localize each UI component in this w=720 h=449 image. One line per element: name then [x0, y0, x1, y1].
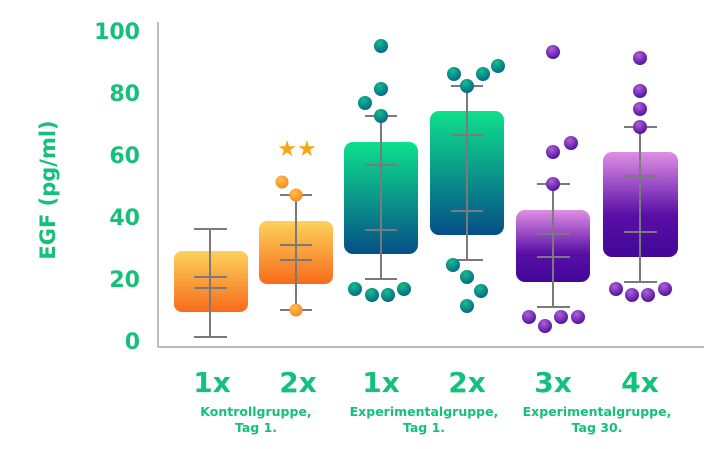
- y-tick-60: 60: [109, 144, 140, 169]
- box-experimental-tag1-2x: [430, 59, 505, 313]
- group-label-kontroll-line1: Kontrollgruppe,: [200, 404, 311, 419]
- x-group-labels: Kontrollgruppe, Tag 1. Experimentalgrupp…: [200, 404, 671, 435]
- y-tick-80: 80: [109, 82, 140, 107]
- box-experimental-tag30-4x: [603, 51, 678, 302]
- group-label-exp-tag1-line1: Experimentalgruppe,: [350, 404, 499, 419]
- significance-stars: ★★: [277, 137, 316, 162]
- x-label-exp-tag1-2x: 2x: [448, 366, 486, 399]
- box-experimental-tag30-3x: [516, 45, 590, 333]
- group-label-exp-tag30-line2: Tag 30.: [572, 420, 623, 435]
- x-label-exp-tag1-1x: 1x: [362, 366, 400, 399]
- group-label-exp-tag30-line1: Experimentalgruppe,: [523, 404, 672, 419]
- group-label-exp-tag1-line2: Tag 1.: [403, 420, 445, 435]
- x-label-kontroll-1x: 1x: [193, 366, 231, 399]
- y-tick-labels: 0 20 40 60 80 100: [94, 20, 140, 355]
- box-experimental-tag1-1x: [344, 39, 418, 302]
- y-tick-40: 40: [109, 206, 140, 231]
- x-label-exp-tag30-4x: 4x: [621, 366, 659, 399]
- x-label-kontroll-2x: 2x: [279, 366, 317, 399]
- x-category-labels: 1x 2x 1x 2x 3x 4x: [193, 366, 659, 399]
- y-tick-0: 0: [125, 330, 140, 355]
- x-label-exp-tag30-3x: 3x: [534, 366, 572, 399]
- box-kontroll-2x: [259, 175, 333, 317]
- y-tick-20: 20: [109, 268, 140, 293]
- box-kontroll-1x: [174, 228, 248, 338]
- group-label-kontroll-line2: Tag 1.: [235, 420, 277, 435]
- y-axis-label: EGF (pg/ml): [36, 120, 60, 259]
- y-tick-100: 100: [94, 20, 140, 45]
